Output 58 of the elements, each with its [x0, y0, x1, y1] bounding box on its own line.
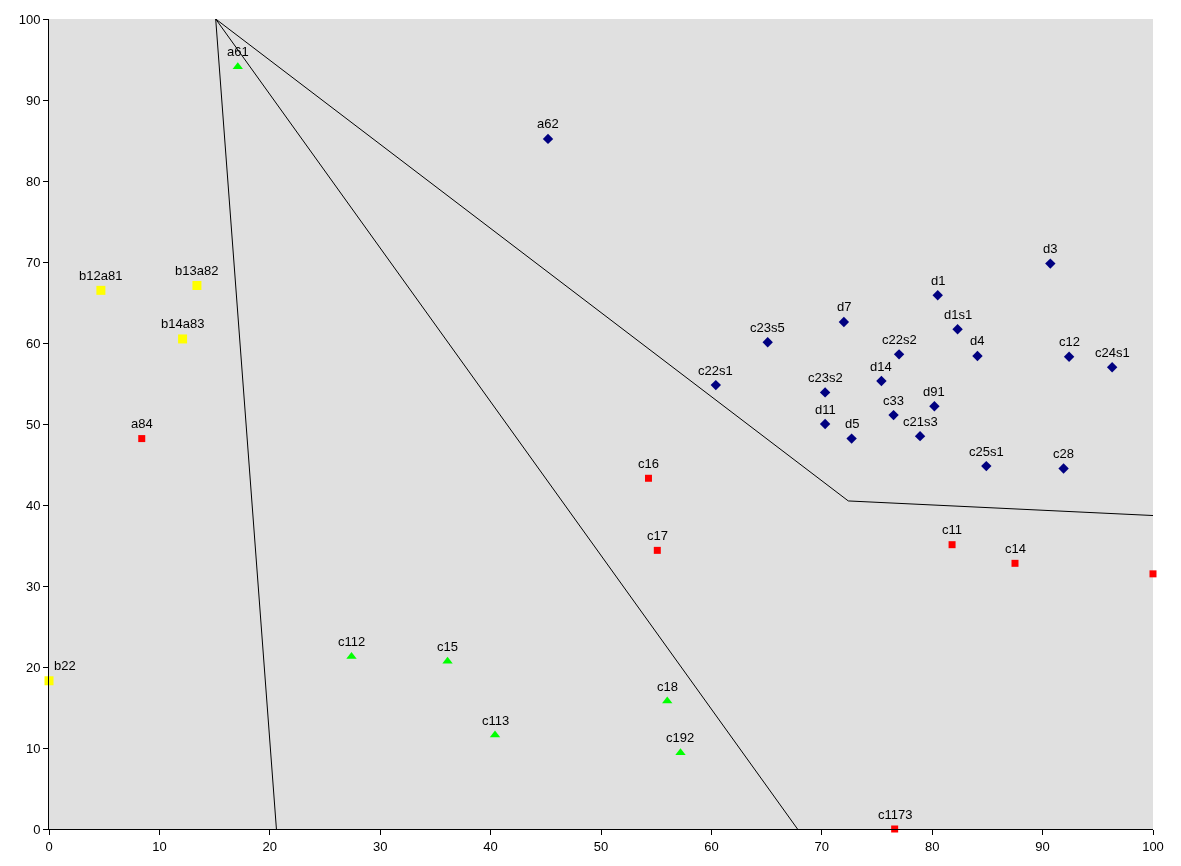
- annotation: c33: [883, 393, 904, 408]
- annotation: c11: [942, 522, 962, 537]
- y-tick-label: 70: [25, 254, 41, 270]
- y-tick-label: 60: [25, 335, 41, 351]
- annotation: c15: [437, 639, 458, 654]
- annotation: c25s1: [969, 444, 1004, 459]
- x-tick-label: 30: [372, 838, 388, 854]
- y-tick-label: 0: [33, 821, 41, 837]
- annotation: d7: [837, 299, 852, 314]
- annotation: c28: [1053, 446, 1074, 461]
- x-tick-label: 60: [704, 838, 719, 854]
- annotation: c192: [666, 730, 695, 745]
- x-tick-label: 70: [814, 838, 830, 854]
- y-tick-label: 80: [25, 173, 41, 189]
- annotation: b12a81: [79, 268, 123, 283]
- annotation: d1s1: [944, 307, 973, 322]
- annotation: c112: [338, 634, 366, 649]
- annotation: d5: [845, 416, 860, 431]
- x-tick-label: 80: [924, 838, 940, 854]
- y-tick-label: 40: [25, 497, 41, 513]
- annotation: c24s1: [1095, 345, 1130, 360]
- x-tick-label: 0: [45, 838, 53, 854]
- annotation: c23s2: [808, 370, 843, 385]
- y-tick-label: 20: [25, 659, 41, 675]
- annotation: c23s5: [750, 320, 785, 335]
- annotation: b13a82: [175, 263, 219, 278]
- annotation: d11: [815, 402, 836, 417]
- x-tick-label: 100: [1142, 838, 1164, 854]
- annotation: b14a83: [161, 316, 205, 331]
- annotation: d4: [970, 333, 985, 348]
- annotation: d1: [931, 273, 946, 288]
- annotation: b22: [54, 658, 76, 673]
- annotation: c14: [1005, 541, 1026, 556]
- y-tick-label: 90: [25, 92, 41, 108]
- annotation: c16: [638, 456, 659, 471]
- annotation: c22s2: [882, 332, 917, 347]
- annotation: c1173: [878, 807, 913, 822]
- y-tick-label: 100: [18, 11, 41, 27]
- annotation: c17: [647, 528, 668, 543]
- annotation: d3: [1043, 241, 1058, 256]
- annotation: c21s3: [903, 414, 938, 429]
- x-tick-label: 20: [262, 838, 278, 854]
- annotation: c22s1: [698, 363, 733, 378]
- y-tick-label: 50: [25, 416, 41, 432]
- annotation: c113: [482, 713, 510, 728]
- y-tick-label: 10: [25, 740, 41, 756]
- x-tick-label: 50: [593, 838, 609, 854]
- x-tick-label: 40: [483, 838, 498, 854]
- y-tick-label: 30: [25, 578, 41, 594]
- x-tick-label: 90: [1035, 838, 1050, 854]
- annotation: c12: [1059, 334, 1080, 349]
- annotation: a84: [131, 416, 153, 431]
- annotation: a61: [227, 44, 249, 59]
- annotation: d91: [923, 384, 945, 399]
- x-tick-label: 10: [152, 838, 167, 854]
- annotation: c18: [657, 679, 678, 694]
- annotation: a62: [537, 116, 559, 131]
- annotation: d14: [870, 359, 892, 374]
